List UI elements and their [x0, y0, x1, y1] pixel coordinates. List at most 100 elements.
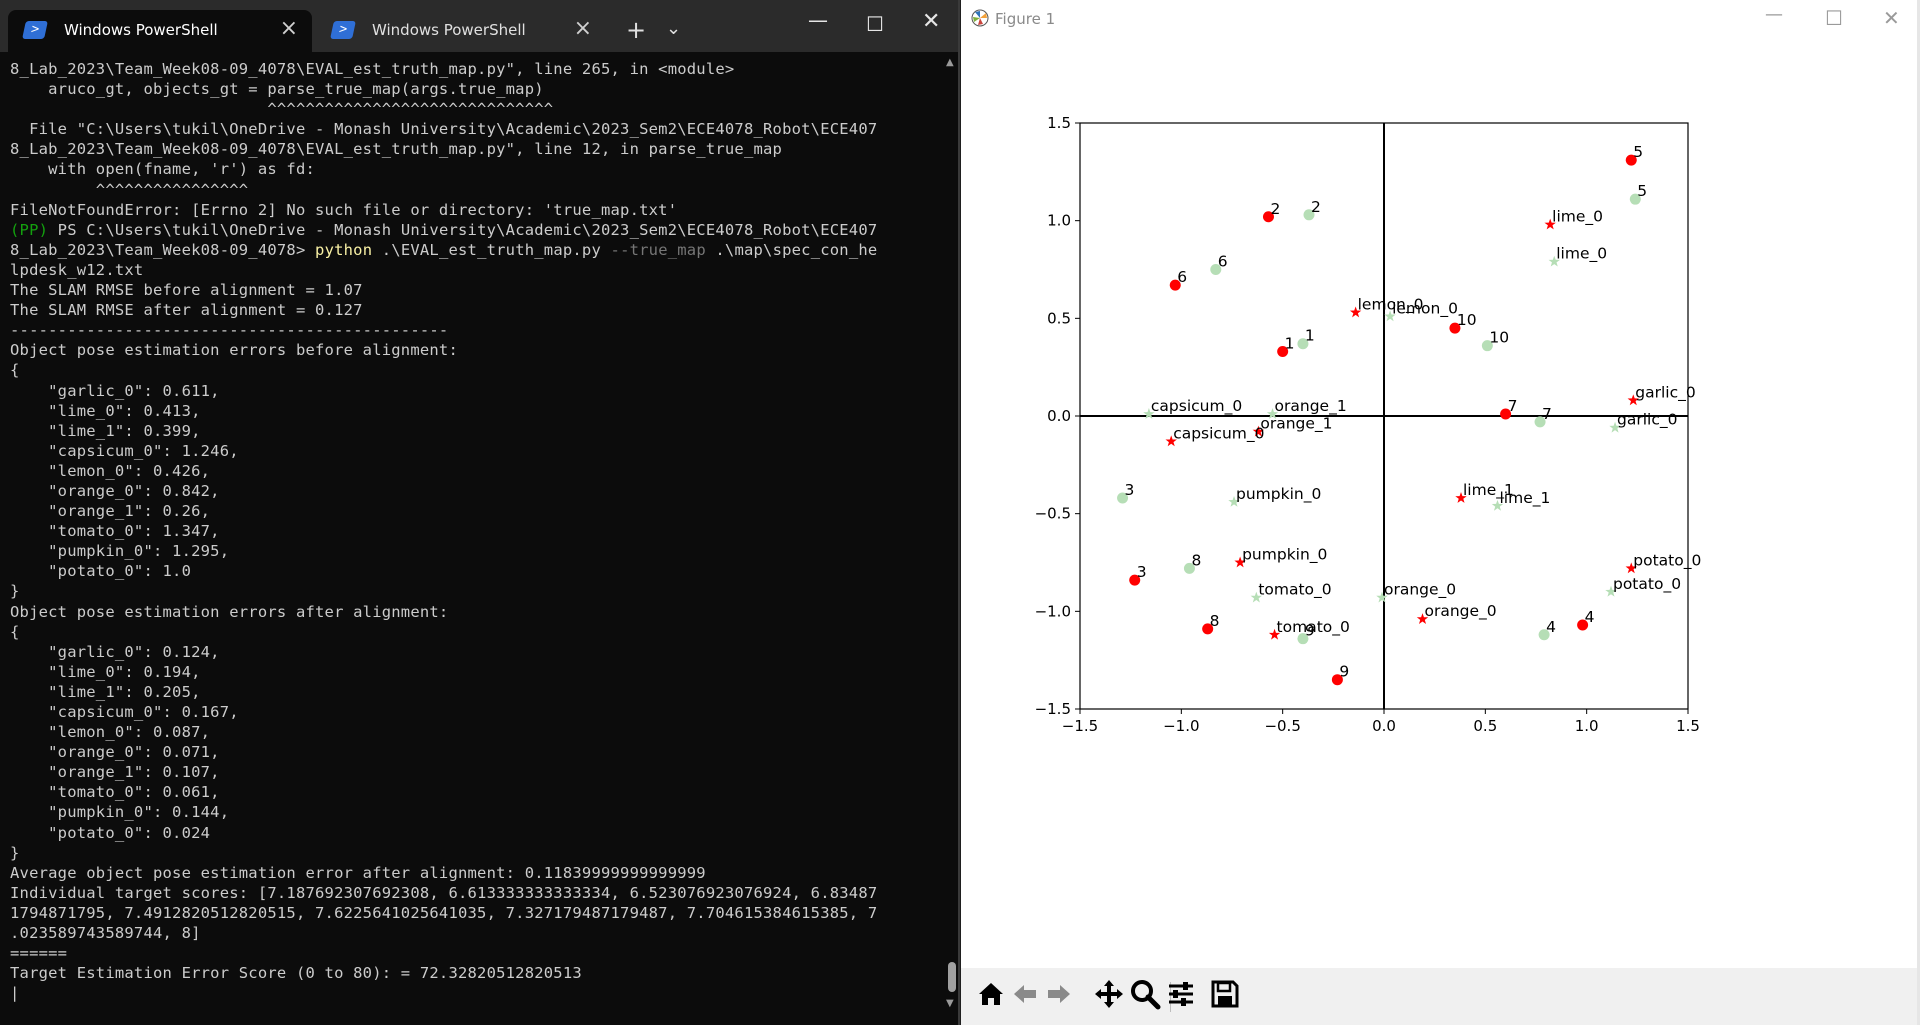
point-label: 6: [1218, 253, 1228, 271]
y-tick-label: 0.5: [1047, 309, 1071, 327]
terminal-scrollbar[interactable]: ▲ ▼: [944, 52, 960, 1017]
point-label: orange_1: [1275, 397, 1347, 416]
point-label: 10: [1457, 311, 1477, 329]
point-label: orange_0: [1425, 602, 1497, 621]
powershell-icon: >: [330, 21, 356, 39]
point-label: 10: [1489, 329, 1509, 347]
zoom-icon[interactable]: [1129, 978, 1161, 1010]
console-line: }: [10, 843, 20, 862]
console-line: "pumpkin_0": 1.295,: [10, 542, 230, 561]
point-label: capsicum_0: [1173, 424, 1264, 443]
configure-subplots-icon[interactable]: [1165, 978, 1197, 1010]
scroll-down-icon[interactable]: ▼: [946, 998, 954, 1009]
scroll-up-icon[interactable]: ▲: [946, 57, 954, 68]
console-text: 8_Lab_2023\Team_Week08-09_4078\EVAL_est_…: [10, 59, 940, 1003]
console-line: .023589743589744, 8]: [10, 924, 201, 943]
marker-point: [1605, 585, 1617, 597]
scrollbar-thumb[interactable]: [948, 962, 956, 992]
save-icon[interactable]: [1209, 978, 1241, 1010]
point-label: lime_1: [1463, 481, 1514, 500]
maximize-button[interactable]: ☐: [866, 12, 884, 36]
point-label: lime_0: [1556, 245, 1607, 264]
scatter-plot[interactable]: −1.5 −1.0 −0.5 0.0 0.5 1.0 1.5 −1.5 −1.0 −0.5 0.0 0…: [961, 38, 1920, 968]
console-line: The SLAM RMSE after alignment = 0.127: [10, 301, 363, 320]
console-line: "orange_1": 0.26,: [10, 502, 211, 521]
prompt-env: (PP): [10, 220, 49, 239]
back-icon[interactable]: [1009, 978, 1041, 1010]
x-tick-label: 1.0: [1575, 717, 1599, 735]
console-line: ======: [10, 944, 68, 963]
pan-icon[interactable]: [1093, 978, 1125, 1010]
command-exe: python: [315, 240, 373, 259]
marker-point: [1169, 279, 1181, 291]
console-line: "orange_0": 0.842,: [10, 481, 220, 500]
point-label: orange_1: [1260, 415, 1332, 434]
chevron-down-icon[interactable]: ⌄: [666, 18, 682, 39]
prompt-path: PS C:\Users\tukil\OneDrive - Monash Univ…: [48, 220, 878, 239]
x-tick-label: 0.5: [1473, 717, 1497, 735]
minimize-button[interactable]: —: [808, 8, 828, 32]
close-tab-icon[interactable]: ×: [573, 16, 592, 41]
marker-point: [1250, 591, 1263, 603]
marker-point: [1544, 218, 1556, 230]
console-line: aruco_gt, objects_gt = parse_true_map(ar…: [10, 80, 544, 99]
console-line: |: [10, 984, 20, 1003]
console-line: Object pose estimation errors before ali…: [10, 341, 458, 360]
powershell-icon: >: [22, 21, 48, 39]
point-label: 4: [1546, 618, 1556, 636]
console-line: }: [10, 582, 20, 601]
console-line: Object pose estimation errors after alig…: [10, 602, 449, 621]
point-label: pumpkin_0: [1236, 485, 1321, 504]
close-window-button[interactable]: ✕: [1883, 6, 1900, 30]
point-label: lime_1: [1499, 489, 1550, 508]
marker-point: [1262, 211, 1274, 223]
maximize-button[interactable]: ☐: [1825, 6, 1843, 30]
marker-point: [1609, 421, 1621, 433]
marker-point: [1143, 408, 1155, 419]
point-label: 1: [1305, 327, 1315, 345]
tab-windows-powershell-1[interactable]: > Windows PowerShell ×: [8, 10, 312, 52]
console-line: Individual target scores: [7.18769230769…: [10, 883, 878, 902]
point-label: lemon_0: [1358, 295, 1424, 314]
x-tick-label: 1.5: [1676, 717, 1700, 735]
point-label: 9: [1339, 663, 1349, 681]
point-label: 6: [1177, 268, 1187, 286]
terminal-window: > Windows PowerShell × > Windows PowerSh…: [0, 0, 960, 1025]
window-divider: [958, 0, 960, 1025]
console-line: {: [10, 622, 20, 641]
terminal-output[interactable]: 8_Lab_2023\Team_Week08-09_4078\EVAL_est_…: [10, 59, 940, 1009]
marker-point: [1455, 492, 1467, 503]
marker-point: [1384, 310, 1396, 322]
figure-window: Figure 1 — ☐ ✕ −1.5 −1.0 −0.5 0.0 0.5 1.0 1.5−…: [961, 0, 1920, 1025]
console-line: "lime_0": 0.413,: [10, 401, 201, 420]
marker-point: [1252, 425, 1265, 437]
console-line: {: [10, 361, 20, 380]
point-label: garlic_0: [1617, 411, 1677, 430]
home-icon[interactable]: [975, 978, 1007, 1010]
new-tab-button[interactable]: +: [626, 16, 647, 44]
console-line: File "C:\Users\tukil\OneDrive - Monash U…: [10, 120, 878, 139]
x-tick-label: −1.5: [1062, 717, 1098, 735]
close-window-button[interactable]: ✕: [922, 9, 941, 34]
close-tab-icon[interactable]: ×: [279, 16, 298, 41]
console-line: "lemon_0": 0.426,: [10, 461, 211, 480]
marker-point: [1129, 574, 1141, 586]
point-label: capsicum_0: [1151, 397, 1242, 416]
console-line: "lemon_0": 0.087,: [10, 723, 211, 742]
console-line: ^^^^^^^^^^^^^^^^^^^^^^^^^^^^^^: [10, 100, 554, 119]
minimize-button[interactable]: —: [1765, 4, 1783, 25]
forward-icon[interactable]: [1043, 978, 1075, 1010]
point-label: tomato_0: [1277, 618, 1350, 637]
tab-windows-powershell-2[interactable]: > Windows PowerShell ×: [316, 10, 606, 52]
point-label: orange_0: [1384, 581, 1456, 600]
point-label: garlic_0: [1635, 383, 1695, 402]
console-line: Average object pose estimation error aft…: [10, 863, 706, 882]
console-line: FileNotFoundError: [Errno 2] No such fil…: [10, 200, 678, 219]
point-label: 3: [1137, 563, 1147, 581]
console-line: 1794871795, 7.4912820512820515, 7.622564…: [10, 903, 878, 922]
point-label: tomato_0: [1258, 581, 1331, 600]
point-label: 8: [1210, 612, 1220, 630]
console-line: "potato_0": 0.024: [10, 823, 211, 842]
point-label: 8: [1191, 551, 1201, 569]
marker-point: [1117, 492, 1129, 504]
